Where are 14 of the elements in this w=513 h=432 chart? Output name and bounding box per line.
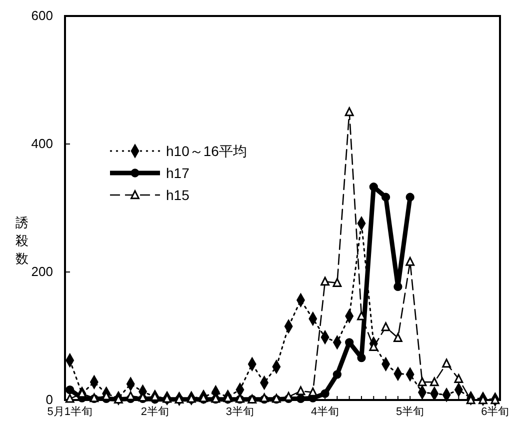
legend-label: h17 (166, 165, 190, 181)
x-tick-label: 4半旬 (310, 404, 340, 418)
y-axis-title: 誘殺数 (16, 215, 28, 266)
y-tick-label: 400 (31, 136, 53, 152)
y-tick-label: 200 (31, 264, 53, 280)
x-tick-label: 5半旬 (396, 404, 424, 418)
x-tick-label: 3半旬 (226, 404, 254, 418)
legend-label: h15 (166, 187, 190, 203)
x-tick-label: 6半旬 (481, 404, 510, 418)
x-tick-label: 2半旬 (140, 404, 169, 418)
y-tick-label: 600 (31, 8, 53, 24)
y-tick-label: 0 (46, 392, 53, 408)
x-tick-label: 5月1半旬 (47, 404, 92, 418)
legend-label: h10～16平均 (166, 143, 247, 159)
